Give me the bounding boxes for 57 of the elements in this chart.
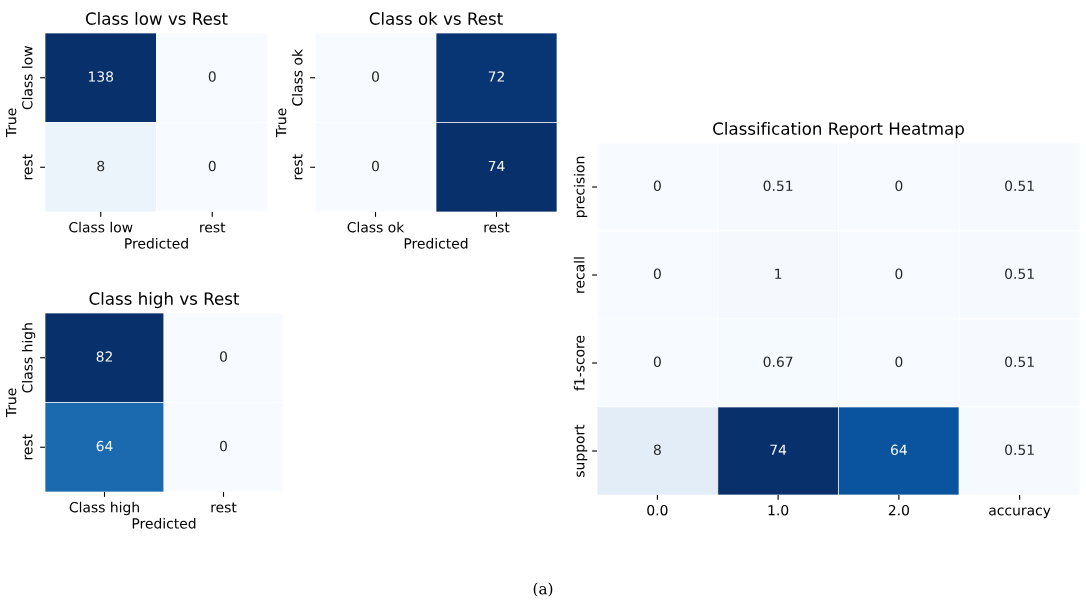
x-tick-label: 2.0 [888, 504, 909, 516]
y-axis-title: True [276, 108, 287, 138]
data-label: 0 [208, 71, 216, 82]
y-tick-label: Class high [21, 323, 36, 393]
data-label: 8 [653, 444, 661, 456]
x-tick-label: rest [211, 502, 237, 513]
chart-title: Class high vs Rest [89, 292, 240, 309]
x-tick-label: rest [484, 222, 510, 233]
y-axis-title: True [6, 108, 17, 138]
y-tick-label: rest [22, 154, 33, 180]
x-axis-title: Predicted [404, 237, 468, 249]
data-label: 64 [96, 440, 113, 452]
data-label: 82 [96, 351, 112, 362]
data-label: 0 [895, 356, 903, 368]
y-axis-title: True [6, 388, 17, 418]
y-tick-label: recall [573, 257, 585, 293]
text: (a) [533, 582, 553, 597]
data-label: 8 [97, 160, 105, 172]
data-label: 138 [89, 71, 114, 82]
data-label: 0 [895, 180, 903, 192]
data-label: 0 [653, 268, 661, 280]
x-tick-label: accuracy [989, 507, 1051, 519]
chart-title: Class low vs Rest [85, 12, 228, 25]
data-label: 0 [372, 71, 379, 82]
y-tick-label: Class low [21, 46, 33, 110]
data-label: 0 [653, 180, 661, 192]
data-label: 0 [653, 356, 661, 368]
x-tick-label: Class low [69, 221, 133, 233]
chart-title: Classification Report Heatmap [713, 122, 964, 139]
x-tick-label: Class ok [347, 221, 405, 233]
data-label: 64 [891, 444, 907, 456]
x-tick-label: rest [200, 222, 226, 233]
x-tick-label: 0.0 [647, 504, 668, 516]
y-tick-label: rest [22, 434, 33, 460]
data-label: 0.51 [1005, 356, 1034, 368]
x-axis-title: Predicted [125, 237, 188, 249]
data-label: 0 [220, 440, 227, 452]
data-label: 0 [895, 268, 903, 280]
data-label: 74 [488, 160, 505, 172]
x-axis-title: Predicted [132, 517, 196, 529]
data-label: 74 [770, 444, 787, 455]
x-tick-label: Class high [69, 501, 139, 516]
data-label: 0 [220, 351, 227, 362]
y-tick-label: support [574, 424, 588, 477]
data-label: 0.67 [763, 356, 793, 368]
data-label: 72 [488, 71, 504, 82]
data-label: 0 [372, 160, 379, 172]
data-label: 0.51 [1005, 268, 1034, 280]
data-label: 0 [208, 160, 216, 172]
y-tick-label: precision [573, 156, 588, 218]
data-label: 0.51 [763, 180, 793, 192]
x-tick-label: 1.0 [768, 504, 789, 516]
data-label: 1 [775, 268, 782, 279]
chart-title: Class ok vs Rest [369, 12, 503, 25]
y-tick-label: f1-score [573, 335, 585, 391]
data-label: 0.51 [1005, 180, 1034, 192]
data-label: 0.51 [1005, 444, 1034, 456]
